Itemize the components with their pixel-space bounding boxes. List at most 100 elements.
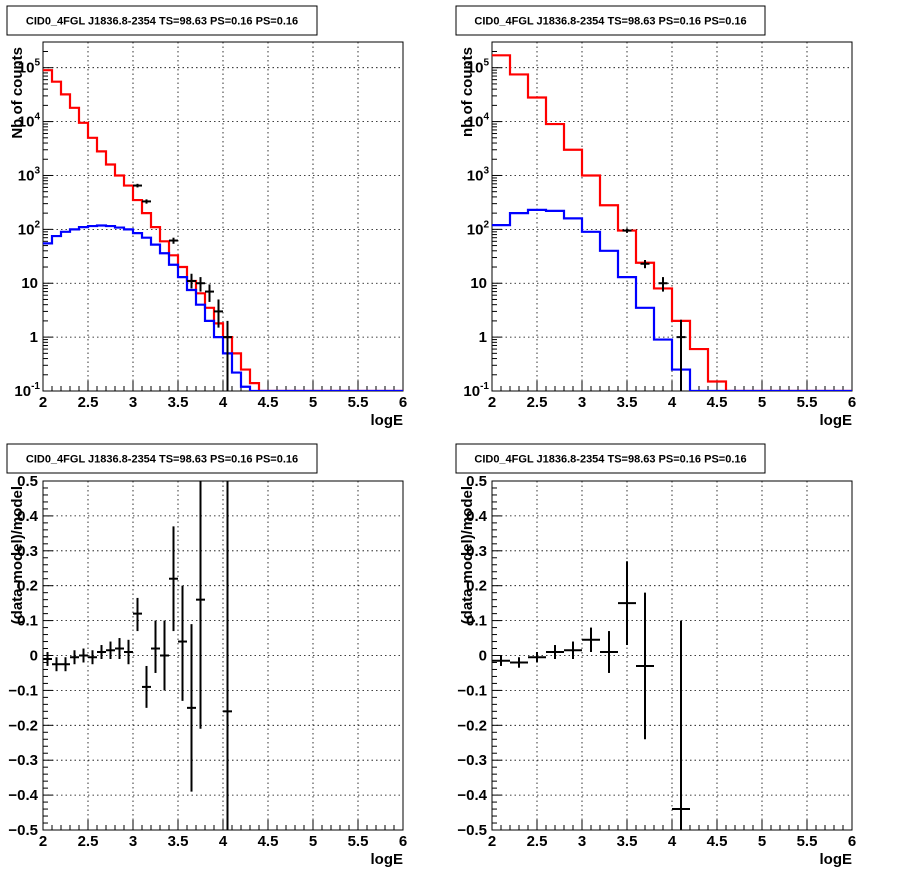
data-point	[546, 645, 564, 659]
y-tick-label: 0.4	[17, 508, 39, 525]
data-point	[61, 657, 70, 672]
histogram-source-model	[492, 208, 852, 391]
x-tick-label: 4.5	[258, 833, 279, 850]
grid-lines	[492, 42, 852, 391]
data-point	[510, 657, 528, 668]
x-axis: 2 2.5 3 3.5 4 4.5 5 5.5 6	[39, 381, 407, 411]
y-tick-label: 104	[467, 112, 490, 131]
y-tick-label: 105	[467, 58, 490, 77]
data-layer	[43, 69, 403, 391]
x-tick-label: 5	[758, 833, 766, 850]
y-axis: 10-1 1 10 102 103 104 105	[14, 41, 53, 400]
data-point	[187, 273, 196, 289]
x-tick-label: 6	[399, 833, 407, 850]
data-point	[169, 526, 178, 632]
x-tick-label: 5.5	[348, 833, 369, 850]
data-point	[622, 228, 632, 233]
y-tick-label: −0.3	[457, 752, 487, 769]
y-tick-label: 1	[479, 329, 487, 346]
data-point	[178, 585, 187, 701]
x-tick-label: 4	[668, 394, 677, 411]
data-point	[196, 481, 205, 729]
x-axis: 2 2.5 3 3.5 4 4.5 5 5.5 6	[39, 820, 407, 850]
y-tick-label: −0.4	[457, 787, 487, 804]
data-point	[160, 620, 169, 691]
y-tick-label: 0.5	[17, 473, 38, 490]
y-axis-title: (data-model)/model	[9, 486, 26, 624]
data-point	[106, 641, 115, 659]
y-tick-label: 0.2	[17, 578, 38, 595]
y-tick-label: 0.5	[466, 473, 487, 490]
data-point	[582, 627, 600, 653]
y-tick-label: 0	[30, 648, 38, 665]
data-point	[640, 259, 650, 269]
y-tick-label: −0.5	[8, 822, 38, 839]
data-point	[676, 319, 686, 391]
data-point	[169, 237, 178, 244]
y-tick-label: 102	[18, 219, 41, 238]
y-tick-label: −0.4	[8, 787, 38, 804]
y-axis-title: nb of counts	[459, 47, 476, 137]
y-tick-label: 0	[479, 648, 487, 665]
data-point	[672, 620, 690, 830]
x-axis-title: logE	[820, 851, 853, 868]
data-layer	[492, 561, 690, 830]
data-point	[133, 183, 142, 188]
x-tick-label: 3.5	[617, 833, 638, 850]
y-tick-label: 0.2	[466, 578, 487, 595]
x-tick-label: 2	[488, 833, 496, 850]
x-tick-label: 2.5	[527, 833, 548, 850]
chart-title-box	[6, 443, 318, 474]
y-tick-label: 0.3	[466, 543, 487, 560]
y-tick-label: −0.2	[457, 717, 487, 734]
grid-lines	[492, 481, 852, 830]
data-point	[658, 277, 668, 292]
x-axis-title: logE	[371, 412, 404, 429]
x-tick-label: 3	[578, 394, 586, 411]
data-point	[618, 561, 636, 646]
x-tick-label: 3.5	[168, 833, 189, 850]
y-tick-label: −0.1	[457, 682, 487, 699]
chart-title: CID0_4FGL J1836.8-2354 TS=98.63 PS=0.16 …	[474, 454, 746, 466]
y-tick-label: 105	[18, 58, 41, 77]
chart-panel-4: CID0_4FGL J1836.8-2354 TS=98.63 PS=0.16 …	[455, 443, 856, 868]
x-tick-label: 2	[39, 394, 47, 411]
chart-panel-1: CID0_4FGL J1836.8-2354 TS=98.63 PS=0.16 …	[6, 5, 407, 429]
y-tick-label: 103	[18, 165, 41, 184]
x-tick-label: 5.5	[797, 394, 818, 411]
y-tick-label: 10	[470, 275, 487, 292]
x-tick-label: 3	[129, 833, 137, 850]
data-point	[214, 299, 223, 328]
data-point	[97, 645, 106, 659]
chart-title: CID0_4FGL J1836.8-2354 TS=98.63 PS=0.16 …	[26, 454, 298, 466]
data-point	[205, 284, 214, 302]
y-tick-label: 103	[467, 165, 490, 184]
data-point	[196, 277, 205, 292]
x-tick-label: 5	[758, 394, 766, 411]
y-axis-title: (data-model)/model	[459, 486, 476, 624]
y-tick-label: 10	[21, 275, 38, 292]
y-tick-label: 104	[18, 112, 41, 131]
data-layer	[492, 54, 852, 391]
x-axis: 2 2.5 3 3.5 4 4.5 5 5.5 6	[488, 820, 856, 850]
data-point	[223, 481, 232, 830]
y-tick-label: 0.1	[17, 613, 38, 630]
x-tick-label: 4	[219, 833, 228, 850]
y-tick-label: 10-1	[463, 381, 489, 400]
x-tick-label: 2.5	[78, 394, 99, 411]
data-point	[636, 592, 654, 740]
x-axis-title: logE	[371, 851, 404, 868]
y-axis: 10-1 1 10 102 103 104 105	[463, 41, 502, 400]
chart-panel-3: CID0_4FGL J1836.8-2354 TS=98.63 PS=0.16 …	[6, 443, 407, 868]
x-tick-label: 2	[39, 833, 47, 850]
x-axis-title: logE	[820, 412, 853, 429]
x-tick-label: 6	[399, 394, 407, 411]
chart-title-box	[455, 5, 766, 36]
y-tick-label: −0.1	[8, 682, 38, 699]
data-point	[133, 597, 142, 632]
x-tick-label: 2.5	[527, 394, 548, 411]
x-tick-label: 4.5	[258, 394, 279, 411]
x-axis: 2 2.5 3 3.5 4 4.5 5 5.5 6	[488, 381, 856, 411]
y-tick-label: 1	[30, 329, 38, 346]
y-tick-label: 102	[467, 219, 490, 238]
